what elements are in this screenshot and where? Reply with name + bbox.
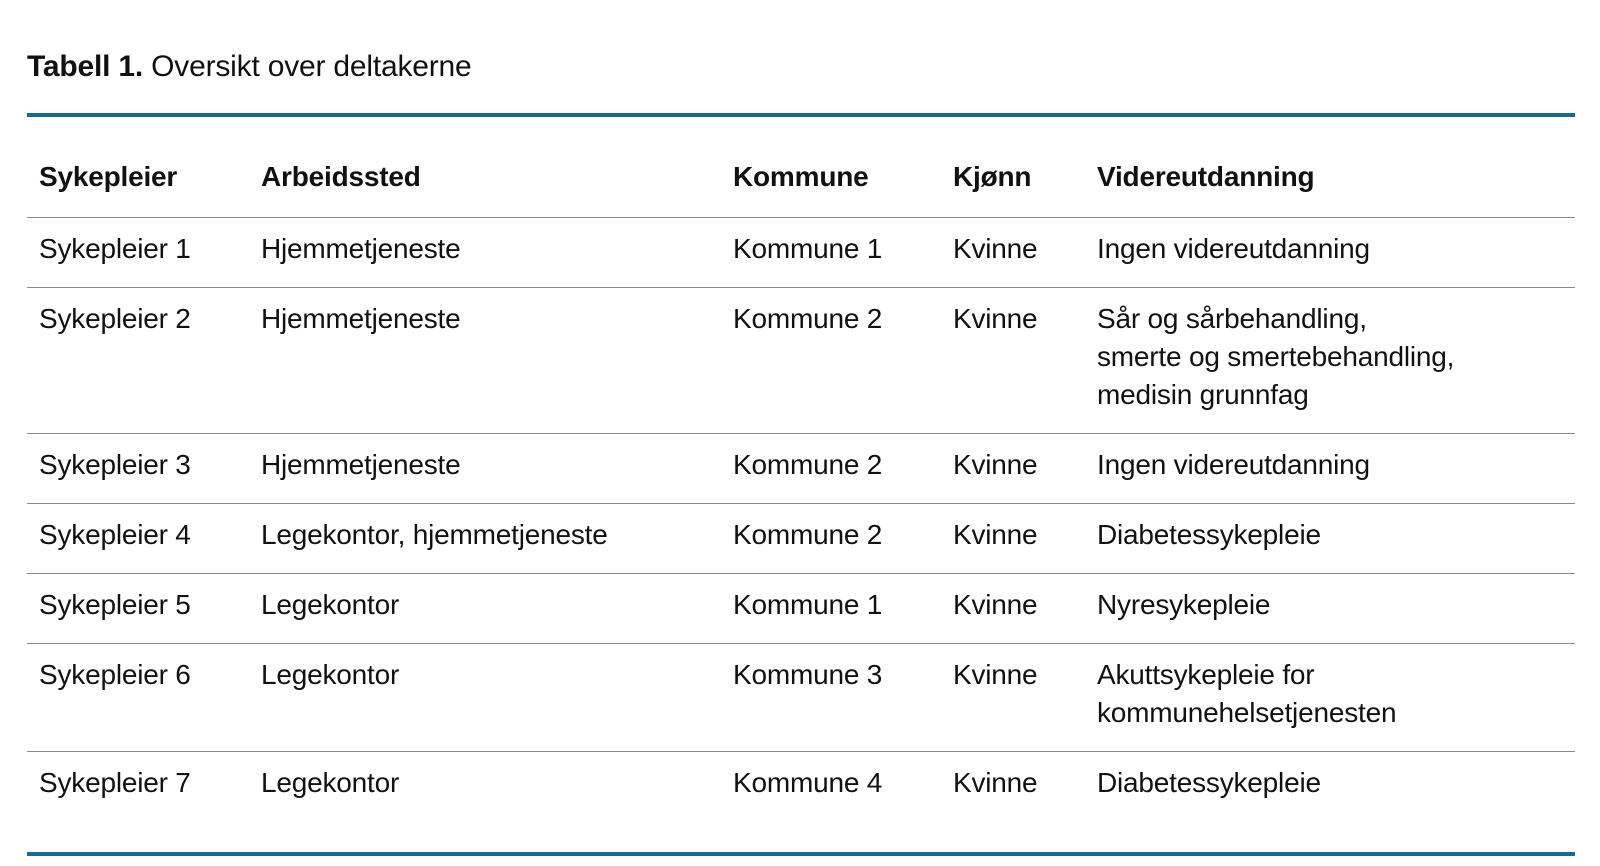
table-cell: Sykepleier 1 [27,217,261,288]
table-header-row: Sykepleier Arbeidssted Kommune Kjønn Vid… [27,115,1575,218]
table-cell: Kvinne [953,643,1097,752]
table-cell: Sår og sårbehandling, smerte og smertebe… [1097,287,1575,434]
table-cell: Legekontor [261,643,733,752]
table-cell: Kvinne [953,217,1097,288]
table-caption-label: Tabell 1. [27,50,144,83]
table-cell: Sykepleier 4 [27,503,261,574]
column-header-sykepleier: Sykepleier [27,115,261,218]
column-header-kjonn: Kjønn [953,115,1097,218]
table-cell: Hjemmetjeneste [261,287,733,434]
table-cell: Legekontor, hjemmetjeneste [261,503,733,574]
table-cell: Kvinne [953,503,1097,574]
table-cell: Kommune 2 [733,503,953,574]
table-row: Sykepleier 1 Hjemmetjeneste Kommune 1 Kvinn… [27,217,1575,288]
table-row: Sykepleier 6 Legekontor Kommune 3 Kvinne Aku… [27,643,1575,752]
table-cell: Hjemmetjeneste [261,433,733,504]
table-cell: Kommune 1 [733,217,953,288]
table-cell: Ingen videreutdanning [1097,217,1575,288]
table-cell: Kvinne [953,767,1038,798]
table-cell: Ingen videreutdanning [1097,433,1575,504]
table-row: Sykepleier 4 Legekontor, hjemmetjeneste Ko… [27,503,1575,574]
table-caption-text: Oversikt over deltakerne [151,50,472,83]
table-cell: Kommune 2 [733,433,953,504]
table-row: Sykepleier 5 Legekontor Kommune 1 Kvinne Nyr… [27,573,1575,644]
table-cell: Sykepleier 2 [27,287,261,434]
table-cell: Kommune 4 [733,767,883,798]
column-header-kommune: Kommune [733,115,953,218]
table-cell: Kommune 1 [733,573,953,644]
column-header-arbeidssted: Arbeidssted [261,115,733,218]
table-row: Sykepleier 2 Hjemmetjeneste Kommune 2 Kvinn… [27,287,1575,434]
table-cell: Diabetessykepleie [1097,767,1321,798]
table-cell: Diabetessykepleie [1097,503,1575,574]
table-cell: Akuttsykepleie for kommunehelsetjenesten [1097,643,1575,752]
table-cell: Sykepleier 5 [27,573,261,644]
table-row: Sykepleier 7 Legekontor Kommune 4 Kvinne Dia… [27,752,1575,855]
table-cell: Nyresykepleie [1097,573,1575,644]
table-caption: Tabell 1. Oversikt over deltakerne [27,0,1575,86]
table-cell: Sykepleier 6 [27,643,261,752]
table-cell: Hjemmetjeneste [261,217,733,288]
table-row: Sykepleier 3 Hjemmetjeneste Kommune 2 Kvinn… [27,433,1575,504]
column-header-videreutdanning: Videreutdanning [1097,115,1575,218]
table-cell: Sykepleier 3 [27,433,261,504]
table-cell: Kvinne [953,287,1097,434]
table-cell: Sykepleier 7 [39,767,191,798]
table-cell: Kvinne [953,573,1097,644]
table-cell: Kommune 2 [733,287,953,434]
table-cell: Legekontor [261,767,400,798]
table-cell: Kommune 3 [733,643,953,752]
participants-table: Sykepleier Arbeidssted Kommune Kjønn Vid… [27,113,1575,856]
table-body: Sykepleier 1 Hjemmetjeneste Kommune 1 Kvinn… [27,217,1575,855]
table-cell: Legekontor [261,573,733,644]
table-cell: Kvinne [953,433,1097,504]
